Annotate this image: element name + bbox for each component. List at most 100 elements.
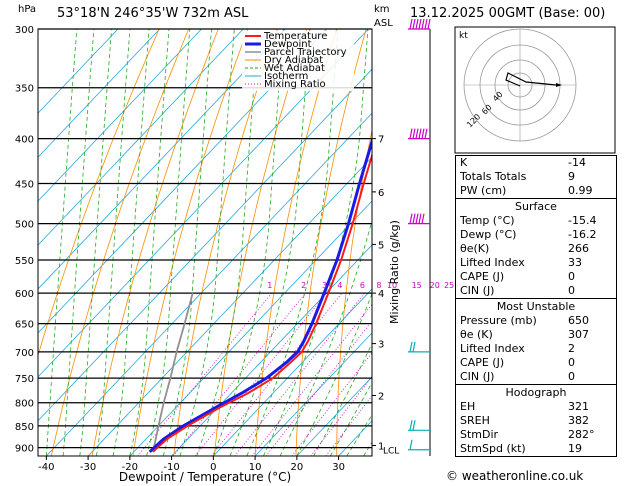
legend-temperature: Temperature xyxy=(263,31,327,42)
wind-barb-flag xyxy=(412,213,416,224)
wind-barb xyxy=(408,420,430,431)
wet-adiabat-line xyxy=(79,29,112,456)
wind-barb-flag xyxy=(409,128,413,139)
legend-isotherm: Isotherm xyxy=(264,71,308,82)
dry-adiabat-line xyxy=(38,29,160,357)
mixing-ratio-label: 25 xyxy=(444,281,454,290)
most-unstable-title: Most Unstable xyxy=(496,300,576,313)
wind-barb-flag xyxy=(409,341,413,352)
wet-adiabat-line xyxy=(246,29,339,456)
isotherm-line xyxy=(38,29,161,158)
temperature-line xyxy=(152,152,372,453)
mixing-ratio-label: 15 xyxy=(412,281,422,290)
x-tick-label: -40 xyxy=(38,462,54,473)
hodograph: kt 40 60 120 xyxy=(454,26,616,154)
x-tick-label: 0 xyxy=(210,462,216,473)
mu-row: Lifted Index 2 xyxy=(460,342,575,355)
indices-panel: K -14 Totals Totals 9 PW (cm) 0.99 Surface … xyxy=(455,155,617,457)
hodograph-trace xyxy=(505,72,557,87)
mu-row: θe (K) 307 xyxy=(460,328,589,341)
wind-barb-flag xyxy=(415,128,419,139)
isotherm-line xyxy=(38,29,119,114)
wet-adiabat-line xyxy=(112,29,150,456)
wind-barb xyxy=(408,18,431,30)
dry-adiabat-line xyxy=(91,29,219,456)
wet-adiabat-line xyxy=(296,292,372,456)
wet-adiabat-line xyxy=(313,342,372,456)
wind-barb-flag xyxy=(421,18,425,30)
index-row: Totals Totals 9 xyxy=(460,170,575,183)
wind-barb-flag xyxy=(427,18,431,30)
wet-adiabat-line xyxy=(62,29,95,456)
dry-adiabat-line xyxy=(132,29,249,456)
dry-adiabat-line xyxy=(50,29,190,456)
mixing-ratio-label: 3 xyxy=(322,281,327,290)
wet-adiabat-line xyxy=(129,29,170,456)
hpa-label: hPa xyxy=(18,4,36,15)
wind-barb-flag xyxy=(418,213,422,224)
pressure-tick-label: 350 xyxy=(15,84,34,95)
copyright-footer: © weatheronline.co.uk xyxy=(446,469,584,483)
mixing-ratio-label: 10 xyxy=(387,281,397,290)
km-tick-label: 3 xyxy=(378,340,384,351)
x-tick-label: -10 xyxy=(163,462,179,473)
isotherm-line xyxy=(38,29,369,378)
legend-parcel: Parcel Trajectory xyxy=(264,47,347,58)
hodograph-kt-label: kt xyxy=(459,31,468,41)
wet-adiabat-line xyxy=(96,29,131,456)
x-tick-label: 20 xyxy=(290,462,303,473)
isotherm-line xyxy=(87,156,372,456)
mu-row: CIN (J) 0 xyxy=(460,370,575,383)
mu-row: Pressure (mb) 650 xyxy=(460,314,589,327)
pressure-tick-label: 550 xyxy=(15,256,34,267)
wind-barb-flag xyxy=(421,128,425,139)
wet-adiabat-line xyxy=(179,29,235,456)
mixing-ratio-line xyxy=(194,292,327,456)
wet-adiabat-line xyxy=(196,29,259,456)
pressure-tick-label: 650 xyxy=(15,320,34,331)
wind-barb xyxy=(408,128,430,140)
index-row: K -14 xyxy=(460,156,586,169)
mixing-ratio-labels: 1 2 3 4 6 8 10 15 20 25 xyxy=(267,281,454,290)
mixing-ratio-line xyxy=(265,320,372,456)
wind-barb xyxy=(408,439,430,451)
x-tick-label: -30 xyxy=(80,462,96,473)
hodo-row: StmDir 282° xyxy=(460,428,595,441)
parcel-trajectory-line xyxy=(152,292,194,452)
mixing-ratio-grid xyxy=(137,292,372,456)
km-tick-label: 1 xyxy=(378,442,384,453)
wind-barb-flag xyxy=(409,213,413,224)
legend-wet-adiabat: Wet Adiabat xyxy=(264,63,325,74)
dry-adiabat-line xyxy=(173,29,278,456)
wind-barb-flag xyxy=(415,213,419,224)
dry-adiabat-line xyxy=(254,29,337,456)
legend: Temperature Dewpoint Parcel Trajectory D… xyxy=(242,31,354,91)
km-tick-label: 2 xyxy=(378,392,384,403)
wind-barbs xyxy=(408,18,431,451)
isotherm-line xyxy=(38,29,244,246)
isotherm-grid xyxy=(38,29,372,456)
asl-label: ASL xyxy=(374,18,393,29)
isotherm-line xyxy=(296,376,372,456)
pressure-tick-label: 600 xyxy=(15,289,34,300)
wind-barb-flag xyxy=(424,18,428,30)
isotherm-line xyxy=(129,200,372,456)
km-tick-label: 4 xyxy=(378,289,384,300)
dry-adiabat-line xyxy=(336,128,372,456)
mixing-ratio-axis-title: Mixing Ratio (g/kg) xyxy=(388,220,401,324)
hodograph-table-title: Hodograph xyxy=(505,386,567,399)
pressure-tick-label: 750 xyxy=(15,374,34,385)
surface-row: CIN (J) 0 xyxy=(460,284,575,297)
pressure-tick-label: 900 xyxy=(15,444,34,455)
x-tick-label: -20 xyxy=(122,462,138,473)
location-title: 53°18'N 246°35'W 732m ASL xyxy=(57,6,249,21)
wind-barb-flag xyxy=(412,420,416,431)
wind-barb-flag xyxy=(409,439,413,450)
wet-adiabat-line xyxy=(162,29,212,456)
pressure-tick-label: 300 xyxy=(15,25,34,36)
mixing-ratio-line xyxy=(137,292,273,456)
dewpoint-line xyxy=(148,136,372,453)
mixing-ratio-line xyxy=(172,292,306,456)
mixing-ratio-label: 1 xyxy=(267,281,272,290)
pressure-tick-label: 800 xyxy=(15,399,34,410)
